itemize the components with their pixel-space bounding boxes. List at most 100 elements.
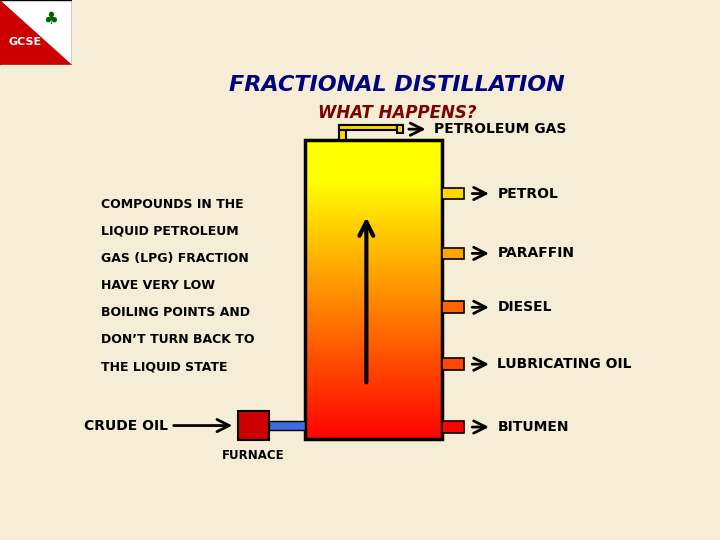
Bar: [305, 185, 441, 186]
Bar: [305, 211, 441, 213]
Bar: [305, 264, 441, 265]
Text: HAVE VERY LOW: HAVE VERY LOW: [101, 279, 215, 292]
Bar: [305, 179, 441, 180]
Bar: [305, 207, 441, 208]
Bar: [305, 327, 441, 328]
Bar: [305, 430, 441, 431]
Bar: [305, 200, 441, 201]
Bar: [305, 321, 441, 322]
Bar: [305, 319, 441, 320]
Text: LUBRICATING OIL: LUBRICATING OIL: [498, 357, 632, 371]
Bar: [305, 401, 441, 402]
Bar: [305, 411, 441, 413]
Bar: [441, 359, 464, 370]
Bar: [305, 247, 441, 248]
Text: PETROLEUM GAS: PETROLEUM GAS: [434, 122, 567, 136]
Bar: [305, 322, 441, 323]
Bar: [305, 259, 441, 260]
Bar: [305, 236, 441, 238]
Bar: [305, 363, 441, 364]
Bar: [305, 230, 441, 232]
Bar: [305, 191, 441, 193]
Bar: [305, 153, 441, 154]
Bar: [305, 146, 441, 147]
Bar: [305, 338, 441, 339]
Bar: [305, 184, 441, 186]
Bar: [305, 361, 441, 362]
Bar: [305, 320, 441, 321]
Bar: [305, 193, 441, 194]
Bar: [305, 393, 441, 394]
Bar: [305, 235, 441, 237]
Bar: [305, 149, 441, 151]
Bar: [305, 285, 441, 286]
Bar: [305, 249, 441, 251]
Bar: [305, 358, 441, 359]
Bar: [305, 360, 441, 361]
Bar: [305, 336, 441, 338]
Bar: [305, 241, 441, 242]
Bar: [305, 176, 441, 178]
Bar: [305, 210, 441, 212]
Bar: [305, 283, 441, 285]
Bar: [305, 406, 441, 407]
Bar: [305, 298, 441, 299]
Bar: [305, 189, 441, 191]
Bar: [305, 422, 441, 423]
Bar: [305, 155, 441, 157]
Bar: [305, 262, 441, 264]
Bar: [305, 253, 441, 254]
Bar: [305, 333, 441, 334]
Bar: [305, 429, 441, 430]
Bar: [305, 374, 441, 375]
Bar: [305, 263, 441, 265]
Bar: [305, 267, 441, 268]
Text: DON’T TURN BACK TO: DON’T TURN BACK TO: [101, 333, 255, 346]
Bar: [305, 386, 441, 387]
Bar: [305, 147, 441, 149]
Bar: [305, 144, 441, 146]
Bar: [305, 266, 441, 267]
Bar: [305, 318, 441, 319]
Bar: [305, 208, 441, 210]
Bar: [305, 277, 441, 278]
Bar: [305, 287, 441, 288]
Bar: [305, 312, 441, 313]
Bar: [305, 158, 441, 160]
Bar: [305, 204, 441, 206]
Bar: [305, 232, 441, 233]
Bar: [339, 125, 346, 140]
Bar: [305, 349, 441, 350]
Bar: [305, 286, 441, 287]
Bar: [305, 402, 441, 403]
Bar: [305, 290, 441, 291]
Bar: [305, 227, 441, 228]
Bar: [305, 337, 441, 338]
Bar: [305, 391, 441, 392]
Bar: [305, 265, 441, 266]
Bar: [305, 223, 441, 225]
Bar: [305, 243, 441, 245]
Bar: [305, 354, 441, 355]
Bar: [305, 163, 441, 165]
Bar: [305, 414, 441, 415]
Bar: [305, 280, 441, 281]
Bar: [305, 174, 441, 176]
Bar: [305, 282, 441, 284]
Bar: [305, 366, 441, 367]
Bar: [305, 245, 441, 246]
Polygon shape: [0, 0, 72, 65]
Bar: [305, 426, 441, 427]
Bar: [305, 307, 441, 308]
Text: FRACTIONAL DISTILLATION: FRACTIONAL DISTILLATION: [229, 75, 564, 95]
Bar: [305, 334, 441, 335]
Bar: [305, 292, 441, 293]
Bar: [305, 383, 441, 384]
Bar: [305, 173, 441, 174]
Bar: [305, 416, 441, 417]
Bar: [305, 384, 441, 386]
Bar: [305, 142, 441, 144]
Bar: [305, 246, 441, 247]
Bar: [305, 194, 441, 195]
Bar: [305, 299, 441, 300]
